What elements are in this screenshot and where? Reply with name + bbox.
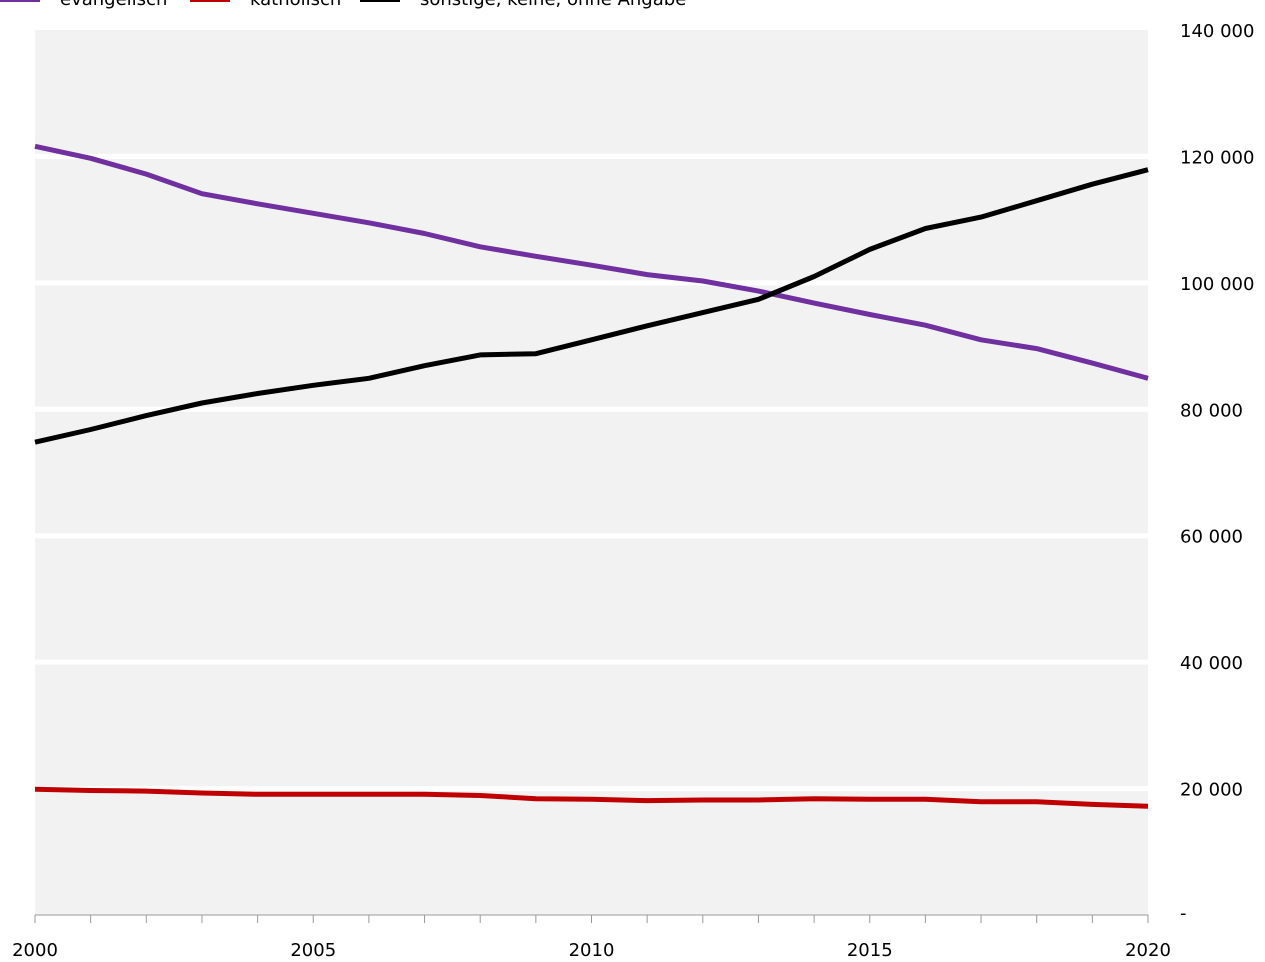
- y-tick-label: 80 000: [1180, 400, 1243, 421]
- y-tick-label: 20 000: [1180, 780, 1243, 801]
- x-axis-labels: 2000 2005 2010 2015 2020: [12, 940, 1171, 961]
- y-tick-label: 140 000: [1180, 21, 1254, 42]
- legend-label-katholisch: katholisch: [250, 0, 341, 10]
- plot-background: [35, 30, 1148, 915]
- gridlines: [35, 153, 1148, 792]
- series-line-3: [34, 167, 1149, 445]
- y-tick-label: 60 000: [1180, 527, 1243, 548]
- legend-swatch-katholisch: [190, 0, 230, 2]
- y-tick-label: 100 000: [1180, 274, 1254, 295]
- x-tick-label: 2000: [12, 940, 58, 961]
- x-tick-label: 2010: [569, 940, 615, 961]
- y-axis-labels: - 20 000 40 000 60 000 80 000 100 000 120 000 1…: [1180, 21, 1254, 924]
- x-tick-label: 2020: [1125, 940, 1171, 961]
- chart-legend: evangelisch katholisch sonstige, keine, …: [0, 0, 1000, 10]
- series-line-2: [34, 786, 1149, 809]
- y-tick-label: 120 000: [1180, 147, 1254, 168]
- series-lines: [34, 143, 1149, 809]
- legend-label-evangelisch: evangelisch: [60, 0, 167, 10]
- legend-swatch-evangelisch: [0, 0, 40, 2]
- y-tick-label: 40 000: [1180, 653, 1243, 674]
- y-tick-label: -: [1180, 903, 1187, 924]
- x-tick-label: 2015: [847, 940, 893, 961]
- series-line-1: [34, 143, 1149, 381]
- legend-label-sonstige: sonstige, keine, ohne Angabe: [420, 0, 686, 10]
- x-tick-label: 2005: [290, 940, 336, 961]
- x-axis-ticks: [34, 915, 1149, 923]
- legend-swatch-sonstige: [360, 0, 400, 2]
